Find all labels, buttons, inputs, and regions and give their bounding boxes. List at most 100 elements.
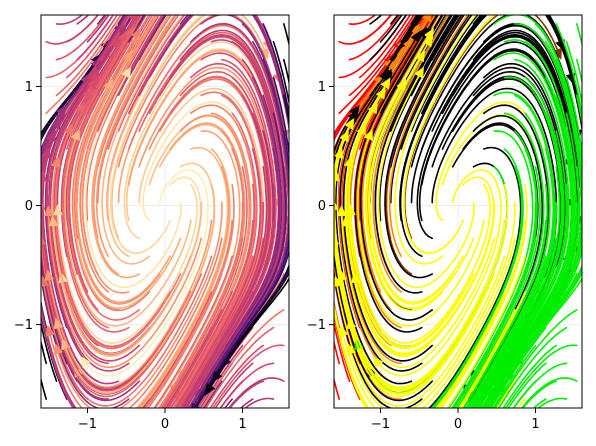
stream-arrow (435, 0, 445, 11)
streamline (47, 237, 223, 408)
streamline (159, 15, 167, 25)
stream-arrow (484, 402, 494, 408)
stream-panel-left: −1 0 1 −1 0 1 (14, 0, 290, 433)
stream-arrow (178, 418, 188, 430)
streamline (496, 380, 516, 408)
streamlines (41, 0, 289, 433)
stream-arrow (363, 129, 373, 141)
stream-arrow (482, 418, 492, 430)
stream-arrow (145, 0, 155, 3)
stream-arrow (142, 0, 152, 11)
streamline (347, 124, 475, 350)
stream-arrow (147, 0, 157, 4)
stream-arrow (186, 420, 196, 432)
stream-arrow (172, 418, 182, 430)
stream-arrow (458, 0, 468, 2)
streamline (107, 15, 180, 150)
streamline (388, 15, 469, 257)
stream-arrow (485, 418, 495, 430)
streamline (334, 255, 506, 407)
streamline (492, 344, 537, 408)
stream-arrow (148, 0, 158, 5)
stream-arrow (148, 0, 158, 3)
stream-arrow (148, 0, 158, 3)
stream-arrow (441, 419, 452, 431)
stream-arrow (136, 421, 147, 433)
streamline (41, 200, 192, 392)
stream-arrow (154, 0, 164, 4)
y-tick-label: −1 (307, 318, 326, 333)
streamline (72, 79, 182, 309)
stream-arrow (123, 0, 133, 3)
stream-arrow (420, 0, 430, 4)
streamline (532, 398, 547, 408)
stream-arrow (196, 418, 206, 430)
stream-arrow (345, 204, 356, 216)
streamline (97, 15, 173, 168)
streamline (512, 362, 568, 408)
stream-arrow (426, 0, 436, 5)
stream-arrow (178, 0, 189, 2)
streamline (161, 237, 244, 408)
streamline (128, 15, 289, 124)
stream-arrow (152, 0, 162, 5)
streamline (158, 148, 245, 408)
streamline (468, 148, 555, 408)
streamline (516, 398, 526, 408)
stream-arrow (41, 235, 47, 245)
stream-arrow (192, 418, 202, 430)
stream-arrow (140, 0, 150, 4)
stream-arrow (44, 269, 55, 281)
stream-arrow (183, 421, 193, 433)
stream-arrow (372, 355, 384, 368)
streamline (452, 15, 460, 25)
stream-arrow (167, 0, 177, 3)
stream-arrow (407, 423, 419, 433)
stream-arrow (131, 0, 141, 5)
stream-arrow (152, 0, 162, 2)
stream-arrow (170, 0, 181, 4)
stream-arrow (469, 418, 479, 430)
y-tick-label: 1 (318, 80, 326, 95)
stream-arrow (426, 0, 436, 2)
stream-arrow (168, 421, 178, 433)
streamline (123, 41, 274, 240)
streamline (385, 15, 464, 275)
streamline (165, 309, 223, 408)
streamline (504, 344, 578, 408)
stream-arrow (436, 419, 447, 431)
streamline (107, 15, 163, 115)
streamline (203, 380, 223, 408)
stream-arrow (498, 419, 508, 431)
stream-arrow (324, 271, 334, 283)
streamline (47, 219, 213, 388)
stream-arrow (141, 0, 151, 5)
stream-arrow (147, 0, 157, 6)
stream-arrow (150, 0, 160, 2)
streamline (110, 15, 203, 255)
streamline (56, 183, 198, 344)
stream-arrow (63, 123, 73, 136)
stream-arrow (334, 170, 341, 182)
streamline (498, 58, 582, 395)
streamline (390, 15, 466, 168)
stream-arrow (175, 418, 185, 430)
stream-arrow (190, 420, 200, 432)
streamline (349, 183, 491, 344)
stream-arrow (334, 147, 344, 159)
stream-arrow (343, 155, 354, 168)
stream-arrow (191, 402, 201, 408)
stream-arrow (441, 0, 451, 3)
stream-arrow (149, 418, 160, 430)
streamline (223, 398, 233, 408)
stream-arrow (162, 0, 172, 4)
streamline (212, 41, 289, 382)
stream-arrow (463, 421, 473, 433)
stream-arrow (442, 418, 453, 430)
streamline (432, 148, 524, 408)
stream-arrow (466, 418, 476, 430)
streamline (54, 124, 182, 350)
stream-arrow (465, 418, 475, 430)
streamline (201, 309, 285, 408)
streamline (97, 15, 178, 204)
